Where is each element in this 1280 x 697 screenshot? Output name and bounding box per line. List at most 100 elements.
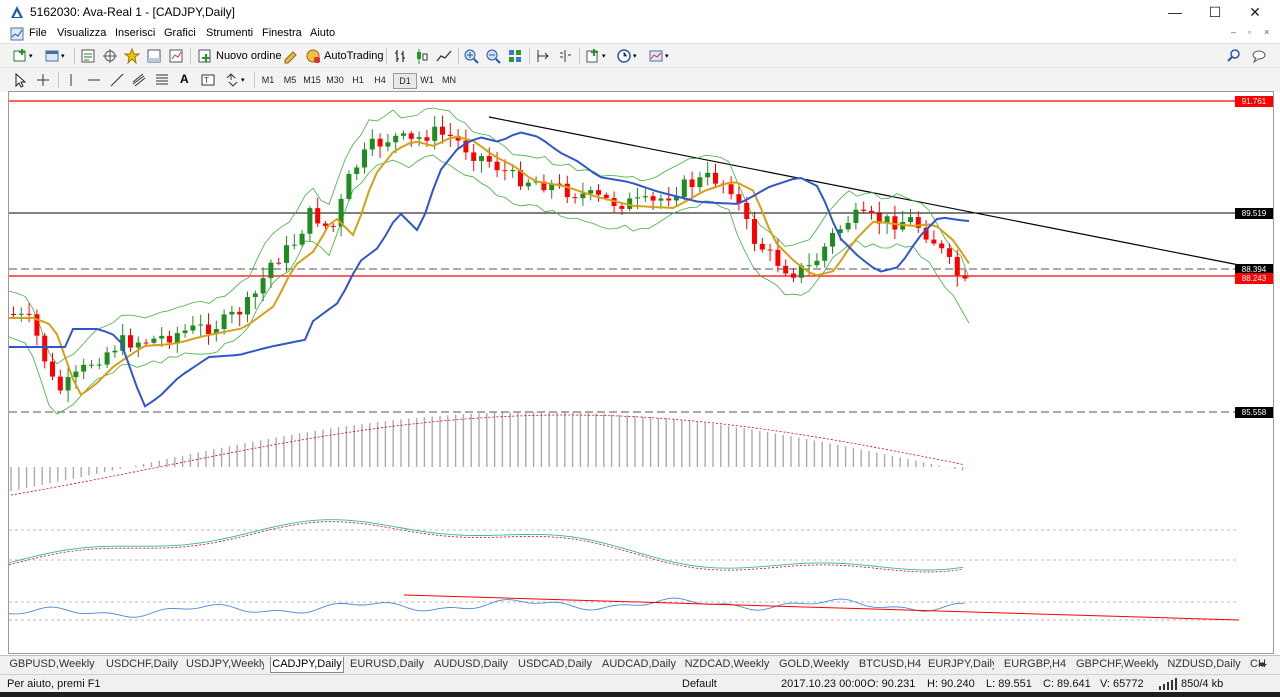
chart-tab[interactable]: EURUSD,Daily	[350, 658, 424, 670]
chart-tab[interactable]: EURJPY,Daily	[928, 658, 994, 670]
chart-window[interactable]: 91.761 89.519 88.394 88.243 85.558	[8, 91, 1274, 654]
strategy-tester-icon[interactable]	[168, 48, 184, 64]
chart-tab[interactable]: NZDCAD,Weekly	[684, 658, 770, 670]
search-icon[interactable]	[1226, 48, 1242, 64]
candle-body	[502, 170, 508, 172]
menu-finestra[interactable]: Finestra	[262, 27, 302, 39]
minimize-button[interactable]: —	[1168, 4, 1182, 20]
candle-body	[455, 136, 461, 141]
candle-body	[752, 218, 757, 244]
horizontal-line-icon[interactable]	[86, 72, 102, 88]
chart-tab[interactable]: USDCHF,Daily	[105, 658, 179, 670]
line-chart-icon[interactable]	[436, 48, 452, 64]
vertical-line-icon[interactable]	[63, 72, 79, 88]
candle-body	[736, 194, 742, 203]
timeframe-m15[interactable]: M15	[303, 75, 321, 85]
menu-file[interactable]: File	[29, 27, 47, 39]
candle-body	[34, 314, 40, 336]
price-chart[interactable]	[9, 92, 1273, 653]
timeframe-m30[interactable]: M30	[326, 75, 344, 85]
menu-aiuto[interactable]: Aiuto	[310, 27, 336, 39]
market-watch-icon[interactable]	[80, 48, 96, 64]
tile-windows-icon[interactable]	[507, 48, 523, 64]
auto-scroll-icon[interactable]	[535, 48, 551, 64]
autotrading-button[interactable]: AutoTrading	[305, 47, 384, 65]
profiles-button[interactable]: ▾	[44, 47, 65, 65]
menu-visualizza[interactable]: Visualizza	[57, 27, 107, 39]
chart-tab[interactable]: CADJPY,Daily	[270, 657, 344, 673]
chart-tab[interactable]: GBPUSD,Weekly	[9, 658, 95, 670]
periods-button[interactable]: ▾	[616, 47, 637, 65]
chart-tab[interactable]: CH	[1250, 658, 1266, 670]
chart-tab[interactable]: USDJPY,Weekly	[186, 658, 264, 670]
close-button[interactable]: ✕	[1249, 4, 1261, 20]
navigator-icon[interactable]	[124, 48, 140, 64]
timeframe-w1[interactable]: W1	[420, 75, 434, 85]
stoch-main	[9, 519, 964, 571]
chart-tab[interactable]: AUDCAD,Daily	[602, 658, 676, 670]
templates-button[interactable]: ▾	[648, 47, 669, 65]
fibonacci-icon[interactable]	[154, 72, 170, 88]
crosshair-icon[interactable]	[35, 72, 51, 88]
cursor-icon[interactable]	[12, 72, 28, 88]
chart-tab[interactable]: GOLD,Weekly	[778, 658, 850, 670]
timeframe-h1[interactable]: H1	[352, 75, 364, 85]
candle-body	[190, 325, 196, 331]
timeframe-mn[interactable]: MN	[442, 75, 456, 85]
menu-grafici[interactable]: Grafici	[164, 27, 196, 39]
menu-strumenti[interactable]: Strumenti	[206, 27, 254, 39]
chart-tab[interactable]: NZDUSD,Daily	[1167, 658, 1241, 670]
arrows-button[interactable]: ▾	[224, 71, 245, 89]
chart-tab[interactable]: GBPCHF,Weekly	[1076, 658, 1158, 670]
candle-body	[479, 156, 484, 161]
timeframe-d1[interactable]: D1	[393, 73, 417, 89]
mdi-minimize-button[interactable]: –	[1231, 27, 1237, 37]
tab-scroll-arrows[interactable]: ◂▸	[1258, 659, 1268, 669]
mdi-close-button[interactable]: ×	[1264, 27, 1270, 37]
metaeditor-icon[interactable]	[283, 48, 299, 64]
status-low: L: 89.551	[986, 678, 1032, 690]
timeframe-m5[interactable]: M5	[283, 75, 297, 85]
candle-body	[377, 138, 383, 147]
status-profile: Default	[682, 678, 717, 690]
bar-chart-icon[interactable]	[392, 48, 408, 64]
moving-average-slow	[9, 131, 970, 408]
trendline-icon[interactable]	[109, 72, 125, 88]
candle-body	[393, 135, 399, 143]
candlestick-chart-icon[interactable]	[414, 48, 430, 64]
mdi-restore-button[interactable]: ▫	[1248, 27, 1252, 37]
new-chart-icon	[13, 49, 26, 62]
chart-tab[interactable]: EURGBP,H4	[1003, 658, 1067, 670]
menu-inserisci[interactable]: Inserisci	[115, 27, 156, 39]
text-tool-icon[interactable]: A	[180, 72, 189, 86]
status-bar: Per aiuto, premi F1 Default 2017.10.23 0…	[0, 674, 1280, 693]
timeframe-h4[interactable]: H4	[374, 75, 386, 85]
data-window-icon[interactable]	[102, 48, 118, 64]
channel-icon[interactable]	[131, 72, 147, 88]
zoom-in-icon[interactable]	[463, 48, 479, 64]
candle-body	[603, 194, 609, 198]
text-label-icon[interactable]: T	[200, 72, 216, 88]
terminal-icon[interactable]	[146, 48, 162, 64]
svg-text:T: T	[204, 76, 209, 85]
indicators-button[interactable]: ▾	[585, 47, 606, 65]
bollinger-lower	[9, 154, 970, 415]
chart-tab[interactable]: AUDUSD,Daily	[434, 658, 508, 670]
zoom-out-icon[interactable]	[485, 48, 501, 64]
maximize-button[interactable]: ☐	[1208, 4, 1222, 20]
candle-body	[767, 249, 773, 251]
chart-window-icon[interactable]	[10, 27, 24, 41]
candle-body	[837, 229, 843, 233]
candle-body	[923, 227, 929, 240]
chat-icon[interactable]	[1251, 48, 1267, 64]
candle-body	[580, 193, 586, 199]
new-order-button[interactable]: Nuovo ordine	[197, 47, 281, 65]
taskbar-strip	[0, 692, 1280, 697]
chart-shift-icon[interactable]	[557, 48, 573, 64]
status-help: Per aiuto, premi F1	[7, 678, 101, 690]
chart-tab[interactable]: BTCUSD,H4	[858, 658, 922, 670]
chart-tab[interactable]: USDCAD,Daily	[518, 658, 592, 670]
new-chart-button[interactable]: ▾	[12, 47, 33, 65]
candle-body	[120, 335, 126, 351]
timeframe-m1[interactable]: M1	[261, 75, 275, 85]
